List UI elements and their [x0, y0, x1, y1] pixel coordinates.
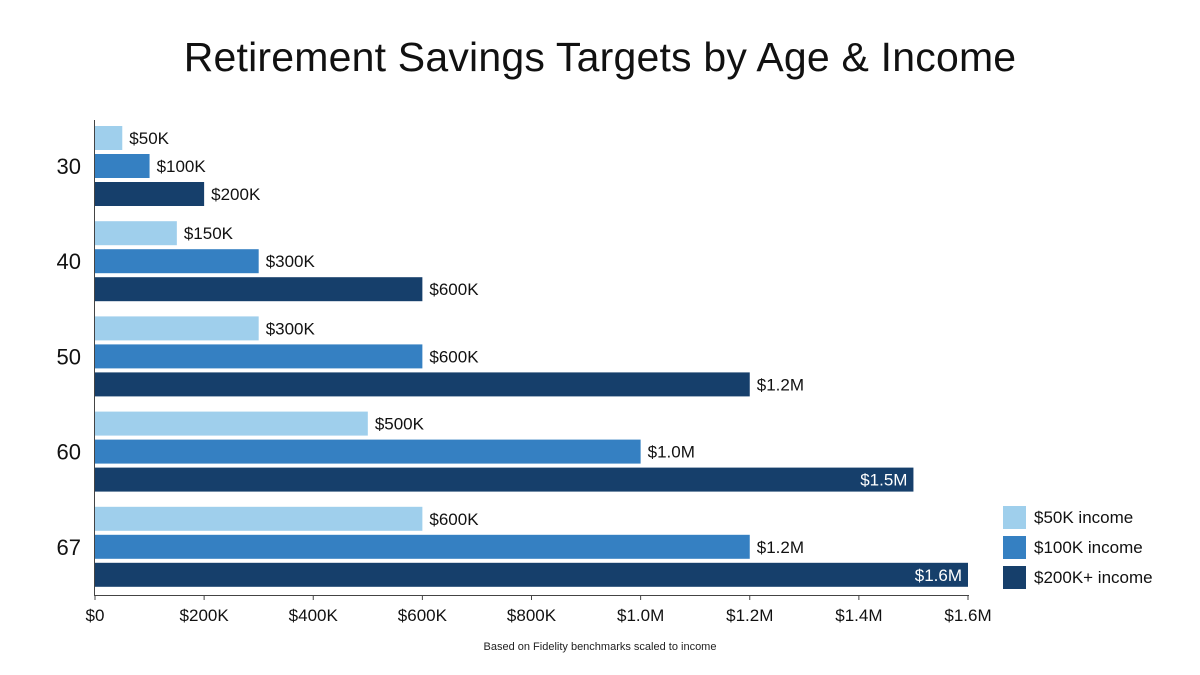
bar-value-label: $500K [375, 415, 425, 434]
bar-value-label: $300K [266, 319, 316, 338]
bar-60-series-1 [95, 439, 641, 464]
bar-value-label: $200K [211, 185, 261, 204]
bar-value-label: $150K [184, 224, 234, 243]
bar-value-label: $300K [266, 252, 316, 271]
x-tick-label: $400K [289, 606, 339, 625]
bar-50-series-1 [95, 344, 423, 369]
bar-67-series-1 [95, 534, 750, 559]
bar-30-series-1 [95, 154, 150, 178]
bar-value-label: $50K [129, 129, 169, 148]
bar-50-series-0 [95, 316, 259, 341]
x-tick-label: $0 [86, 606, 105, 625]
category-label-age-60: 60 [57, 440, 81, 465]
x-tick-label: $600K [398, 606, 448, 625]
x-tick-label: $1.4M [835, 606, 882, 625]
bar-60-series-2 [95, 467, 914, 492]
legend-label-series-2: $200K+ income [1034, 568, 1153, 587]
bar-40-series-2 [95, 277, 423, 302]
x-tick-label: $1.2M [726, 606, 773, 625]
x-tick-label: $1.0M [617, 606, 664, 625]
legend-swatch-series-0 [1003, 506, 1026, 529]
bar-40-series-0 [95, 221, 177, 246]
legend-label-series-1: $100K income [1034, 538, 1143, 557]
bar-value-label: $1.5M [860, 471, 907, 490]
bar-value-label: $1.0M [648, 443, 695, 462]
legend-swatch-series-1 [1003, 536, 1026, 559]
chart-title: Retirement Savings Targets by Age & Inco… [183, 34, 1017, 80]
x-tick-label: $800K [507, 606, 557, 625]
legend-label-series-0: $50K income [1034, 508, 1133, 527]
bar-40-series-1 [95, 249, 259, 274]
category-label-age-67: 67 [57, 535, 81, 560]
bar-value-label: $600K [429, 510, 479, 529]
bar-30-series-2 [95, 182, 205, 206]
bar-value-label: $100K [157, 157, 207, 176]
category-label-age-40: 40 [57, 249, 81, 274]
legend-swatch-series-2 [1003, 566, 1026, 589]
bar-value-label: $1.2M [757, 538, 804, 557]
bar-value-label: $1.2M [757, 375, 804, 394]
bar-value-label: $600K [429, 347, 479, 366]
bar-60-series-0 [95, 411, 368, 436]
bar-value-label: $600K [429, 280, 479, 299]
category-label-age-30: 30 [57, 154, 81, 179]
category-label-age-50: 50 [57, 344, 81, 369]
x-tick-label: $200K [180, 606, 230, 625]
bar-value-label: $1.6M [915, 566, 962, 585]
bar-30-series-0 [95, 126, 123, 150]
bar-50-series-2 [95, 372, 750, 397]
x-tick-label: $1.6M [944, 606, 991, 625]
bar-67-series-2 [95, 562, 968, 587]
chart-footnote: Based on Fidelity benchmarks scaled to i… [483, 641, 717, 653]
bar-67-series-0 [95, 506, 423, 531]
